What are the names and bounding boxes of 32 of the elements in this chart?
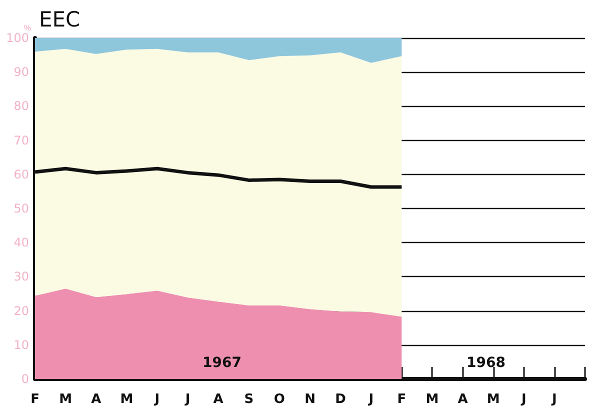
x-tick-label: A bbox=[213, 392, 224, 407]
y-tick-label: 50 bbox=[14, 202, 29, 216]
x-tick-label: J bbox=[520, 392, 526, 407]
annotation: 1968 bbox=[466, 355, 506, 371]
y-tick-label: 30 bbox=[14, 270, 29, 284]
x-tick-label: F bbox=[397, 392, 406, 407]
x-tick-label: N bbox=[304, 392, 316, 407]
y-tick-label: 100 bbox=[6, 31, 29, 45]
x-tick-label: J bbox=[368, 392, 374, 407]
x-tick-label: J bbox=[551, 392, 557, 407]
y-tick-label: 60 bbox=[14, 167, 29, 182]
x-tick-label: J bbox=[154, 392, 160, 407]
x-tick-label: M bbox=[426, 392, 439, 407]
x-tick-label: M bbox=[120, 392, 134, 407]
x-tick-label: S bbox=[244, 392, 254, 407]
y-tick-label: 70 bbox=[14, 133, 29, 148]
chart-title: EEC bbox=[39, 8, 80, 32]
x-tick-label: M bbox=[59, 392, 72, 407]
x-tick-label: F bbox=[30, 392, 40, 407]
y-tick-label: 40 bbox=[14, 236, 29, 250]
y-axis-title: % bbox=[24, 24, 31, 32]
x-tick-label: M bbox=[486, 392, 500, 407]
x-tick-label: J bbox=[184, 392, 190, 407]
y-tick-label: 10 bbox=[14, 338, 29, 352]
y-tick-label: 90 bbox=[14, 65, 29, 80]
x-tick-label: A bbox=[458, 392, 468, 407]
x-tick-label: A bbox=[91, 392, 102, 407]
x-tick-label: D bbox=[335, 392, 346, 407]
y-tick-label: 20 bbox=[14, 304, 29, 318]
y-tick-label: 0 bbox=[21, 372, 29, 386]
x-tick-label: O bbox=[274, 392, 285, 407]
y-tick-label: 80 bbox=[14, 99, 29, 114]
